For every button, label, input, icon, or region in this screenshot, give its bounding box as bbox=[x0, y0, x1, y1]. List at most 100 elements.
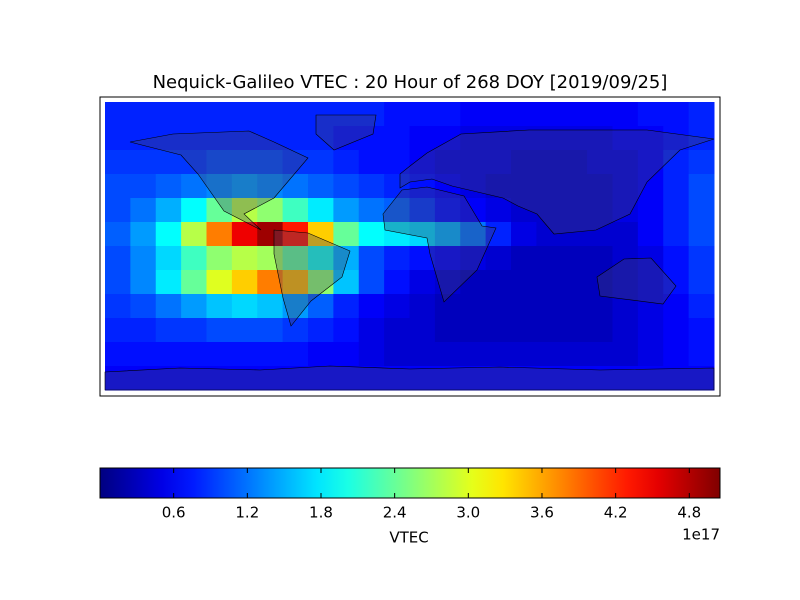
heat-cell bbox=[485, 342, 512, 367]
heat-cell bbox=[308, 366, 334, 391]
heat-cell bbox=[409, 126, 436, 151]
heat-cell bbox=[460, 198, 487, 223]
heat-cell bbox=[434, 198, 461, 223]
south-america bbox=[273, 229, 351, 327]
heat-cell bbox=[384, 270, 410, 295]
heat-cell bbox=[536, 366, 563, 391]
heat-cell bbox=[409, 174, 436, 199]
heat-cell bbox=[282, 342, 309, 367]
heat-cell bbox=[561, 102, 588, 127]
heat-cell bbox=[231, 126, 258, 151]
heat-cell bbox=[587, 342, 613, 367]
heat-cell bbox=[688, 318, 715, 343]
heat-cell bbox=[105, 150, 131, 175]
heat-cell bbox=[181, 102, 207, 127]
heat-cell bbox=[358, 150, 385, 175]
heat-cell bbox=[384, 102, 410, 127]
heat-cell bbox=[105, 198, 131, 223]
heat-cell bbox=[206, 342, 233, 367]
colorbar-offset: 1e17 bbox=[682, 526, 720, 544]
heat-cell bbox=[231, 198, 258, 223]
heat-cell bbox=[206, 174, 233, 199]
heat-cell bbox=[231, 174, 258, 199]
heat-cell bbox=[333, 222, 360, 247]
heat-cell bbox=[358, 366, 385, 391]
heat-cell bbox=[485, 198, 512, 223]
heat-cell bbox=[637, 270, 664, 295]
heat-cell bbox=[384, 342, 410, 367]
heat-cell bbox=[257, 342, 284, 367]
heat-cell bbox=[105, 174, 131, 199]
heat-cell bbox=[105, 294, 131, 319]
heat-cell bbox=[663, 174, 690, 199]
australia bbox=[596, 257, 677, 305]
heat-cell bbox=[181, 150, 207, 175]
colorbar-tick-label: 0.6 bbox=[162, 504, 186, 522]
heat-cell bbox=[409, 318, 436, 343]
heat-cell bbox=[409, 366, 436, 391]
heat-cell bbox=[485, 126, 512, 151]
heat-cell bbox=[663, 198, 690, 223]
heat-cell bbox=[181, 270, 207, 295]
heat-cell bbox=[257, 174, 284, 199]
heat-cell bbox=[282, 126, 309, 151]
heat-cell bbox=[308, 270, 334, 295]
heat-cell bbox=[688, 102, 715, 127]
heat-cell bbox=[485, 246, 512, 271]
heat-cell bbox=[637, 318, 664, 343]
heat-cell bbox=[434, 270, 461, 295]
heat-cell bbox=[155, 366, 182, 391]
heat-cell bbox=[663, 222, 690, 247]
heat-cell bbox=[231, 102, 258, 127]
heat-cell bbox=[511, 150, 537, 175]
heat-cell bbox=[511, 270, 537, 295]
heat-cell bbox=[333, 150, 360, 175]
heat-cell bbox=[460, 366, 487, 391]
heat-cell bbox=[688, 246, 715, 271]
heat-cell bbox=[561, 174, 588, 199]
north-america bbox=[129, 130, 309, 231]
heat-cell bbox=[434, 246, 461, 271]
heat-cell bbox=[206, 318, 233, 343]
heat-cell bbox=[155, 126, 182, 151]
heat-cell bbox=[587, 270, 613, 295]
heat-cell bbox=[637, 342, 664, 367]
heat-cell bbox=[460, 342, 487, 367]
heat-cell bbox=[587, 102, 613, 127]
heat-cell bbox=[257, 102, 284, 127]
heat-cell bbox=[206, 222, 233, 247]
heat-cell bbox=[536, 342, 563, 367]
heat-cell bbox=[434, 150, 461, 175]
heat-cell bbox=[282, 222, 309, 247]
heat-cell bbox=[105, 126, 131, 151]
colorbar-tick-label: 4.2 bbox=[604, 504, 628, 522]
heat-cell bbox=[663, 270, 690, 295]
heat-cell bbox=[206, 102, 233, 127]
heat-cell bbox=[206, 246, 233, 271]
heat-cell bbox=[612, 174, 639, 199]
heat-cell bbox=[130, 270, 157, 295]
heat-cell bbox=[485, 222, 512, 247]
heat-cell bbox=[231, 246, 258, 271]
heat-cell bbox=[663, 318, 690, 343]
heat-cell bbox=[561, 222, 588, 247]
heat-cell bbox=[231, 270, 258, 295]
heat-cell bbox=[434, 342, 461, 367]
heat-cell bbox=[561, 270, 588, 295]
heat-cell bbox=[333, 246, 360, 271]
heat-cell bbox=[358, 198, 385, 223]
heat-cell bbox=[561, 294, 588, 319]
heat-cell bbox=[181, 318, 207, 343]
greenland bbox=[315, 114, 377, 151]
heat-cell bbox=[637, 366, 664, 391]
heat-cell bbox=[511, 198, 537, 223]
heat-cell bbox=[358, 222, 385, 247]
heat-cell bbox=[612, 246, 639, 271]
heat-cell bbox=[409, 150, 436, 175]
heat-cell bbox=[155, 174, 182, 199]
colorbar bbox=[99, 467, 721, 499]
heat-cell bbox=[511, 294, 537, 319]
heat-cell bbox=[637, 294, 664, 319]
heat-cell bbox=[612, 342, 639, 367]
